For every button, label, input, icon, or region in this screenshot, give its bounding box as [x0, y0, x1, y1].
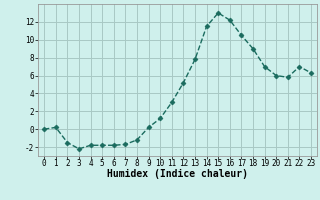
X-axis label: Humidex (Indice chaleur): Humidex (Indice chaleur) [107, 169, 248, 179]
